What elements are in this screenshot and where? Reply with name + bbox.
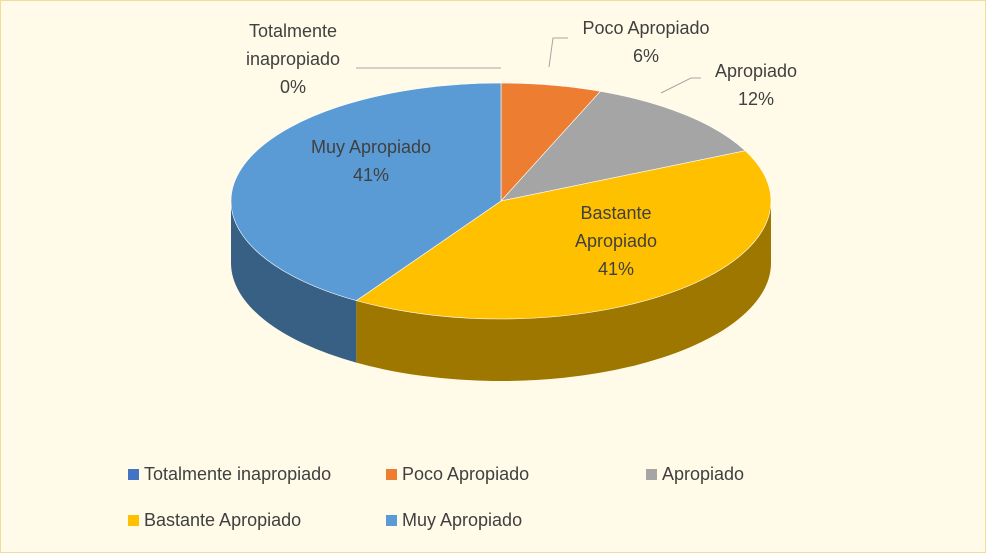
data-label-value: 6% (632, 46, 659, 66)
pie-side (356, 201, 771, 382)
data-label-name: Bastante Apropiado (574, 203, 658, 251)
legend-swatch (386, 469, 397, 480)
legend-label: Bastante Apropiado (144, 510, 302, 530)
legend-label: Muy Apropiado (402, 510, 523, 530)
legend-label: Totalmente inapropiado (144, 464, 332, 484)
data-label-value: 41% (352, 165, 390, 185)
legend-item: Poco Apropiado (386, 464, 529, 485)
legend-swatch (128, 469, 139, 480)
legend-label: Apropiado (662, 464, 745, 484)
data-label: Poco Apropiado 6% (561, 14, 731, 70)
data-label: Muy Apropiado 41% (271, 133, 471, 189)
data-label-name: Poco Apropiado (582, 18, 710, 38)
pie-slice (230, 82, 502, 301)
leader-line (548, 37, 568, 68)
legend-item: Totalmente inapropiado (128, 464, 331, 485)
legend-item: Apropiado (646, 464, 744, 485)
data-label: Apropiado 12% (696, 57, 816, 113)
data-label: Bastante Apropiado 41% (541, 199, 691, 283)
legend-swatch (386, 515, 397, 526)
data-label-value: 41% (597, 259, 635, 279)
legend-swatch (646, 469, 657, 480)
legend-item: Muy Apropiado (386, 510, 522, 531)
legend-item: Bastante Apropiado (128, 510, 301, 531)
data-label-value: 12% (737, 89, 775, 109)
leader-line (660, 77, 701, 94)
pie-slice (355, 150, 772, 320)
data-label-name: Totalmente inapropiado (245, 21, 341, 69)
data-label-value: 0% (279, 77, 306, 97)
data-label-name: Apropiado (714, 61, 798, 81)
pie-slice (500, 90, 746, 202)
data-label: Totalmente inapropiado 0% (223, 17, 363, 101)
legend-swatch (128, 515, 139, 526)
legend-label: Poco Apropiado (402, 464, 530, 484)
pie-side (230, 201, 357, 363)
data-label-name: Muy Apropiado (310, 137, 432, 157)
